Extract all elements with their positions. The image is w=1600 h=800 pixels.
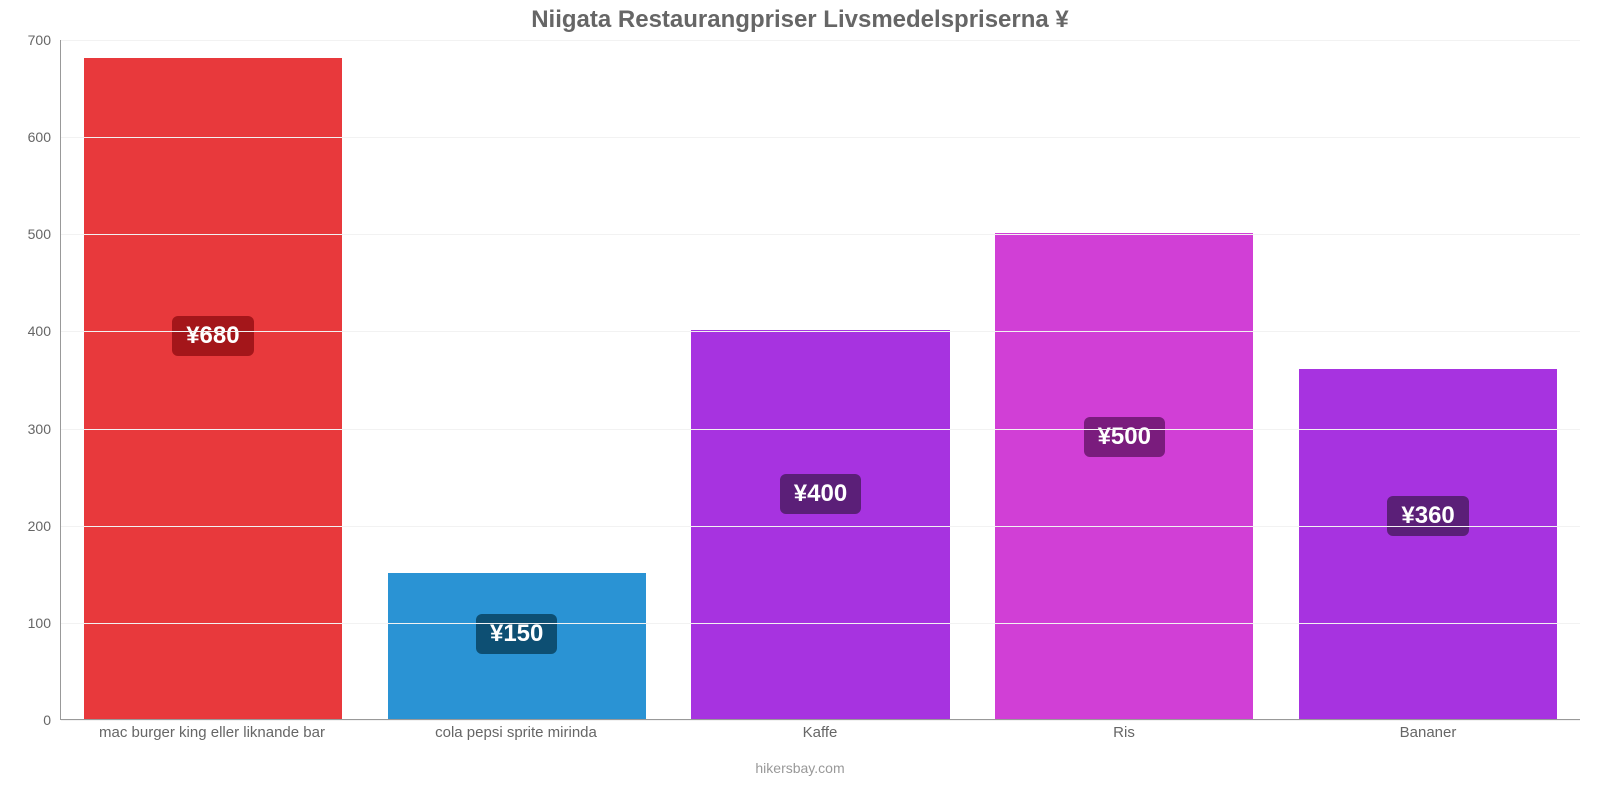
chart-title: Niigata Restaurangpriser Livsmedelsprise… bbox=[0, 6, 1600, 34]
value-badge: ¥360 bbox=[1387, 496, 1468, 536]
x-axis-label: Ris bbox=[972, 724, 1276, 741]
y-tick-label: 700 bbox=[28, 32, 51, 48]
grid-line bbox=[61, 331, 1580, 332]
x-axis-label: Bananer bbox=[1276, 724, 1580, 741]
y-tick-label: 0 bbox=[43, 712, 51, 728]
x-axis-labels: mac burger king eller liknande barcola p… bbox=[60, 724, 1580, 741]
x-axis-label: Kaffe bbox=[668, 724, 972, 741]
bar-slot: ¥150 bbox=[365, 40, 669, 719]
y-tick-label: 400 bbox=[28, 323, 51, 339]
value-badge: ¥680 bbox=[172, 316, 253, 356]
value-badge: ¥400 bbox=[780, 474, 861, 514]
bar: ¥360 bbox=[1299, 369, 1557, 719]
bar-slot: ¥400 bbox=[669, 40, 973, 719]
grid-line bbox=[61, 234, 1580, 235]
grid-line bbox=[61, 720, 1580, 721]
bar-slot: ¥500 bbox=[972, 40, 1276, 719]
y-tick-label: 100 bbox=[28, 615, 51, 631]
grid-line bbox=[61, 429, 1580, 430]
bar: ¥680 bbox=[84, 58, 342, 719]
x-axis-label: cola pepsi sprite mirinda bbox=[364, 724, 668, 741]
bar-slot: ¥680 bbox=[61, 40, 365, 719]
attribution: hikersbay.com bbox=[0, 760, 1600, 776]
x-axis-label: mac burger king eller liknande bar bbox=[60, 724, 364, 741]
plot-area: ¥680¥150¥400¥500¥360 0100200300400500600… bbox=[60, 40, 1580, 720]
bars-container: ¥680 ¥150 ¥400 ¥500 ¥360 bbox=[61, 40, 1580, 719]
grid-line bbox=[61, 526, 1580, 527]
bar: ¥500 bbox=[995, 233, 1253, 719]
grid-line bbox=[61, 623, 1580, 624]
bar-slot: ¥360 bbox=[1276, 40, 1580, 719]
y-tick-label: 300 bbox=[28, 421, 51, 437]
bar: ¥150 bbox=[388, 573, 646, 719]
grid-line bbox=[61, 40, 1580, 41]
grid-line bbox=[61, 137, 1580, 138]
y-tick-label: 200 bbox=[28, 518, 51, 534]
value-badge: ¥150 bbox=[476, 614, 557, 654]
bar-chart: Niigata Restaurangpriser Livsmedelsprise… bbox=[0, 0, 1600, 800]
y-tick-label: 600 bbox=[28, 129, 51, 145]
y-tick-label: 500 bbox=[28, 226, 51, 242]
value-badge: ¥500 bbox=[1084, 417, 1165, 457]
